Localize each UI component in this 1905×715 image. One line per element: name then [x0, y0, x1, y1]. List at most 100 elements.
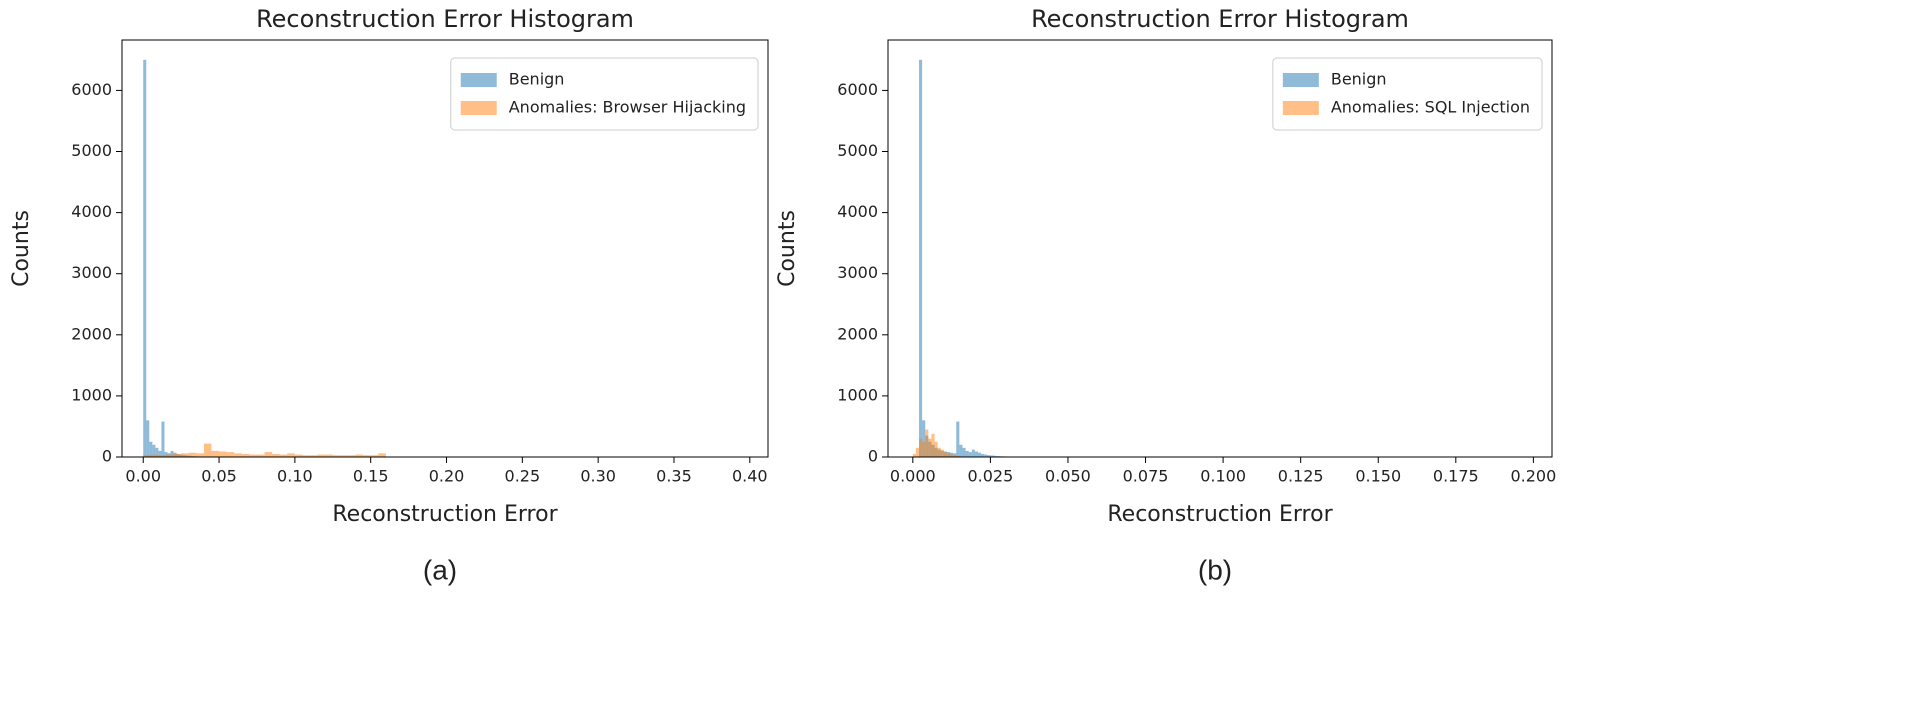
histogram-bar: [152, 444, 156, 457]
axes-frame: [121, 39, 769, 458]
x-tick-label: 0.15: [353, 467, 389, 486]
axes-frame: [887, 39, 1553, 458]
legend-label: Anomalies: Browser Hijacking: [509, 98, 746, 117]
histogram-bar: [934, 441, 938, 457]
histogram-bar: [946, 453, 951, 457]
chart-panel: Reconstruction Error Histogram 0.000 0.025…: [775, 5, 1556, 585]
histogram-bar: [219, 451, 227, 457]
y-tick-label: 3000: [837, 263, 878, 282]
caption: (b): [1198, 554, 1232, 585]
histogram-bar: [302, 455, 311, 457]
histogram-bar: [294, 454, 303, 457]
histogram-bar: [256, 454, 265, 457]
histogram-bar: [925, 429, 929, 457]
histogram-bar: [965, 450, 969, 457]
x-axis-label: Reconstruction Error: [332, 502, 558, 527]
x-tick-label: 0.025: [967, 467, 1013, 486]
x-tick-label: 0.40: [732, 467, 768, 486]
histogram-bar: [922, 441, 926, 457]
histogram-bar: [287, 453, 295, 457]
histogram-bar: [146, 420, 150, 457]
histogram-bar: [241, 453, 250, 457]
histogram-bar: [325, 454, 333, 457]
histogram-bar: [922, 420, 926, 457]
y-tick-label: 0: [868, 447, 878, 466]
y-tick-label: 6000: [71, 80, 112, 99]
histogram-bar: [181, 453, 189, 457]
histogram-bar: [943, 452, 947, 457]
histogram-bar: [931, 433, 935, 457]
chart-title: Reconstruction Error Histogram: [1031, 5, 1409, 33]
histogram-bar: [188, 452, 197, 457]
x-tick-label: 0.00: [125, 467, 161, 486]
histogram-bar: [143, 455, 151, 457]
histogram-bar: [149, 441, 153, 457]
histogram-bar: [968, 452, 972, 457]
x-tick-label: 0.25: [505, 467, 541, 486]
histogram-bar: [977, 452, 982, 457]
x-tick-label: 0.10: [277, 467, 313, 486]
histogram-bar: [981, 453, 985, 457]
y-tick-label: 4000: [71, 202, 112, 221]
legend-swatch: [460, 73, 497, 87]
x-tick-label: 0.200: [1510, 467, 1556, 486]
histogram-bar: [956, 455, 960, 457]
histogram-bar: [974, 451, 978, 457]
legend-label: Anomalies: SQL Injection: [1331, 98, 1530, 117]
y-tick-label: 5000: [837, 141, 878, 160]
histogram-bar: [279, 454, 288, 457]
histogram-bar: [317, 454, 326, 457]
y-tick-label: 5000: [71, 141, 112, 160]
histogram-bar: [987, 455, 991, 457]
histogram-bar: [203, 443, 212, 457]
y-tick-label: 2000: [837, 324, 878, 343]
histogram-bar: [155, 447, 159, 457]
x-tick-label: 0.35: [656, 467, 692, 486]
histogram-bar: [158, 455, 166, 457]
histogram-bar: [915, 447, 920, 457]
x-tick-label: 0.30: [580, 467, 616, 486]
y-axis-label: Counts: [9, 210, 34, 287]
histogram-bar: [959, 444, 963, 457]
histogram-bar: [249, 454, 257, 457]
y-tick-label: 3000: [71, 263, 112, 282]
legend-label: Benign: [509, 70, 565, 89]
legend-swatch: [460, 101, 497, 115]
histogram-bar: [953, 455, 957, 457]
histogram-bar: [340, 455, 348, 457]
histogram-bar: [158, 450, 162, 457]
x-tick-label: 0.125: [1278, 467, 1324, 486]
histogram-bar: [264, 452, 273, 457]
x-tick-label: 0.20: [429, 467, 465, 486]
histogram-bar: [962, 447, 966, 457]
histogram-bar: [173, 453, 182, 457]
x-tick-label: 0.150: [1355, 467, 1401, 486]
histogram-bar: [940, 449, 944, 457]
x-tick-label: 0.100: [1200, 467, 1246, 486]
x-tick-label: 0.175: [1433, 467, 1479, 486]
x-tick-label: 0.000: [890, 467, 936, 486]
y-tick-label: 0: [102, 447, 112, 466]
x-tick-label: 0.050: [1045, 467, 1091, 486]
histogram-bar: [150, 454, 159, 457]
histogram-bar: [143, 59, 147, 457]
histogram-bar: [170, 450, 174, 457]
y-tick-label: 1000: [71, 385, 112, 404]
histogram-bar: [355, 454, 364, 457]
y-tick-label: 4000: [837, 202, 878, 221]
chart-title: Reconstruction Error Histogram: [256, 5, 634, 33]
histogram-bar: [971, 449, 975, 457]
legend-frame: [450, 57, 759, 131]
histogram-bar: [990, 455, 994, 457]
y-axis-label: Counts: [775, 210, 800, 287]
histogram-bar: [211, 450, 220, 457]
histogram-bar: [310, 455, 318, 457]
x-tick-label: 0.05: [201, 467, 237, 486]
histogram-bar: [919, 438, 923, 457]
histogram-bar: [370, 455, 379, 457]
legend-swatch: [1282, 101, 1319, 115]
histogram-bar: [912, 453, 916, 457]
histogram-bar: [332, 455, 341, 457]
y-tick-label: 2000: [71, 324, 112, 343]
